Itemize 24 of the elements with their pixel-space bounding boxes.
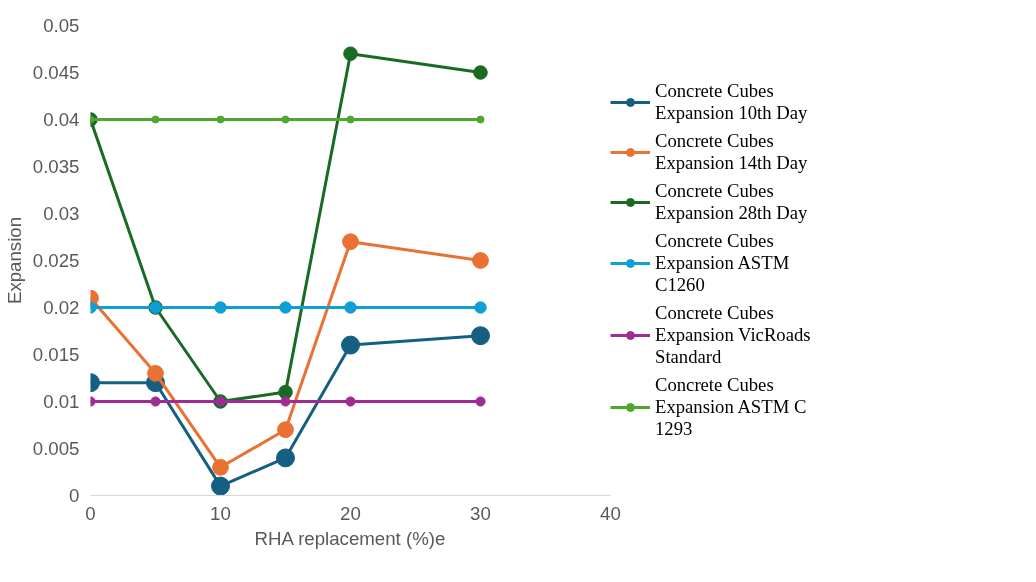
legend-label: Concrete Cubes Expansion ASTM C 1293 [655,374,807,440]
y-tick-label: 0.015 [32,344,80,365]
legend-label: Concrete Cubes Expansion 14th Day [655,130,808,174]
y-tick-label: 0.04 [43,109,80,130]
y-tick-label: 0.025 [32,250,80,271]
x-axis-title: RHA replacement (%)e [254,527,446,549]
y-tick-label: 0.035 [32,156,80,177]
y-tick-label: 0.045 [32,62,80,83]
y-axis-title: Expansion [3,216,25,305]
legend-label: Concrete Cubes Expansion VicRoads Standard [655,302,811,368]
legend-label: Concrete Cubes Expansion ASTM C1260 [655,230,790,296]
x-tick-label: 30 [470,502,491,524]
legend-label: Concrete Cubes Expansion 28th Day [655,180,808,224]
y-tick-label: 0.005 [32,438,80,459]
y-tick-label: 0.03 [43,203,80,224]
x-tick-label: 0 [85,502,96,524]
y-tick-label: 0 [69,485,80,506]
y-tick-label: 0.05 [43,15,80,36]
x-tick-label: 20 [340,502,361,524]
x-tick-label: 10 [210,502,231,524]
legend-label: Concrete Cubes Expansion 10th Day [655,80,808,124]
y-tick-label: 0.02 [43,297,80,318]
y-tick-label: 0.01 [43,391,80,412]
x-tick-label: 40 [600,502,621,524]
